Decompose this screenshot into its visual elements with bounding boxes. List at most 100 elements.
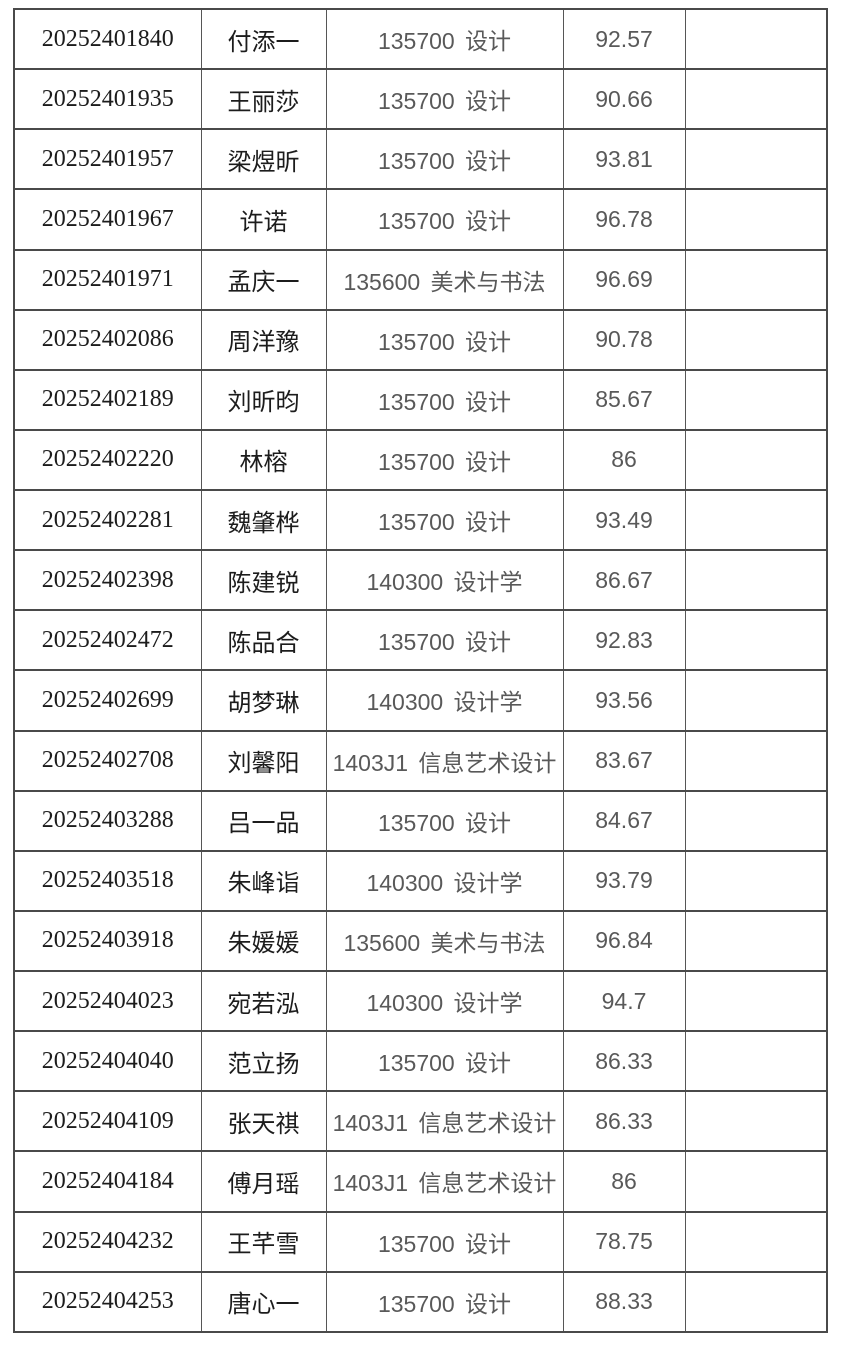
program-name: 设计 [465, 629, 512, 656]
table-row: 20252402398 陈建锐 140300 设计学 86.67 [13, 549, 828, 612]
score-cell: 92.57 [562, 7, 686, 71]
program-code: 135700 [377, 148, 455, 175]
table-row: 20252401967 许诺 135700 设计 96.78 [13, 188, 828, 251]
score-cell: 86.67 [562, 549, 686, 612]
program-code: 140300 [366, 689, 444, 716]
program-cell: 140300 设计学 [325, 669, 564, 732]
program-cell: 140300 设计学 [325, 969, 564, 1033]
candidate-name-cell: 孟庆一 [200, 248, 327, 311]
candidate-id-cell: 20252401971 [13, 248, 202, 311]
candidate-id-cell: 20252403518 [13, 849, 202, 912]
score-cell: 96.84 [562, 909, 686, 973]
score-cell: 92.83 [562, 609, 686, 672]
program-code: 135700 [377, 88, 455, 115]
program-cell: 1403J1 信息艺术设计 [325, 729, 564, 792]
candidate-id-cell: 20252401840 [13, 7, 202, 71]
table-row: 20252401935 王丽莎 135700 设计 90.66 [13, 68, 828, 131]
program-cell: 135700 设计 [325, 1210, 564, 1273]
table-row: 20252404253 唐心一 135700 设计 88.33 [13, 1270, 828, 1334]
remark-cell [684, 1030, 828, 1093]
candidate-id-cell: 20252401935 [13, 68, 202, 131]
table-row: 20252404040 范立扬 135700 设计 86.33 [13, 1030, 828, 1093]
candidate-name-cell: 陈品合 [200, 609, 327, 672]
program-name: 美术与书法 [430, 929, 546, 956]
program-cell: 1403J1 信息艺术设计 [325, 1150, 564, 1213]
score-cell: 96.78 [562, 188, 686, 251]
program-name: 设计 [465, 388, 512, 415]
program-name: 设计学 [453, 569, 523, 596]
table-row: 20252403918 朱媛媛 135600 美术与书法 96.84 [13, 909, 828, 973]
candidate-id-cell: 20252402398 [13, 549, 202, 612]
score-cell: 84.67 [562, 789, 686, 852]
table-row: 20252402708 刘馨阳 1403J1 信息艺术设计 83.67 [13, 729, 828, 792]
remark-cell [684, 368, 828, 431]
remark-cell [684, 1150, 828, 1213]
candidate-name-cell: 陈建锐 [200, 549, 327, 612]
program-code: 135700 [377, 1290, 455, 1317]
remark-cell [684, 308, 828, 371]
candidate-id-cell: 20252402708 [13, 729, 202, 792]
program-cell: 140300 设计学 [325, 549, 564, 612]
remark-cell [684, 789, 828, 852]
table-row: 20252404109 张天祺 1403J1 信息艺术设计 86.33 [13, 1090, 828, 1153]
table-row: 20252401971 孟庆一 135600 美术与书法 96.69 [13, 248, 828, 311]
candidate-id-cell: 20252403918 [13, 909, 202, 973]
candidate-id-cell: 20252402086 [13, 308, 202, 371]
candidate-id-cell: 20252404253 [13, 1270, 202, 1334]
program-cell: 135700 设计 [325, 188, 564, 251]
score-cell: 90.78 [562, 308, 686, 371]
candidate-id-cell: 20252402472 [13, 609, 202, 672]
program-code: 135600 [343, 929, 421, 956]
program-code: 135700 [377, 28, 455, 55]
candidate-name-cell: 王丽莎 [200, 68, 327, 131]
program-name: 信息艺术设计 [418, 749, 557, 776]
program-code: 135700 [377, 208, 455, 235]
program-cell: 135700 设计 [325, 488, 564, 552]
score-cell: 93.81 [562, 128, 686, 191]
program-cell: 135700 设计 [325, 7, 564, 71]
program-name: 设计 [465, 448, 512, 475]
candidate-id-cell: 20252404184 [13, 1150, 202, 1213]
program-cell: 135600 美术与书法 [325, 909, 564, 973]
remark-cell [684, 969, 828, 1033]
remark-cell [684, 248, 828, 311]
program-name: 设计学 [453, 990, 523, 1017]
program-name: 设计 [465, 328, 512, 355]
program-name: 设计 [465, 809, 512, 836]
candidate-name-cell: 唐心一 [200, 1270, 327, 1334]
program-code: 1403J1 [332, 1110, 409, 1137]
program-code: 135700 [377, 809, 455, 836]
program-cell: 135700 设计 [325, 368, 564, 431]
table-row: 20252401957 梁煜昕 135700 设计 93.81 [13, 128, 828, 191]
score-table: 20252401840 付添一 135700 设计 92.57 202524019… [13, 7, 828, 1334]
program-name: 设计学 [453, 689, 523, 716]
remark-cell [684, 909, 828, 973]
remark-cell [684, 68, 828, 131]
candidate-name-cell: 傅月瑶 [200, 1150, 327, 1213]
table-row: 20252402086 周洋豫 135700 设计 90.78 [13, 308, 828, 371]
program-name: 设计 [465, 208, 512, 235]
program-cell: 135700 设计 [325, 68, 564, 131]
program-code: 1403J1 [332, 749, 409, 776]
program-code: 140300 [366, 569, 444, 596]
program-code: 135600 [343, 268, 421, 295]
program-code: 135700 [377, 629, 455, 656]
candidate-name-cell: 朱峰诣 [200, 849, 327, 912]
candidate-name-cell: 魏肇桦 [200, 488, 327, 552]
candidate-id-cell: 20252401957 [13, 128, 202, 191]
candidate-name-cell: 张天祺 [200, 1090, 327, 1153]
score-cell: 85.67 [562, 368, 686, 431]
program-cell: 1403J1 信息艺术设计 [325, 1090, 564, 1153]
program-name: 设计 [465, 1230, 512, 1257]
remark-cell [684, 188, 828, 251]
candidate-id-cell: 20252404232 [13, 1210, 202, 1273]
candidate-id-cell: 20252404040 [13, 1030, 202, 1093]
score-cell: 86 [562, 428, 686, 492]
remark-cell [684, 7, 828, 71]
program-cell: 135700 设计 [325, 428, 564, 492]
program-code: 140300 [366, 869, 444, 896]
candidate-name-cell: 周洋豫 [200, 308, 327, 371]
program-cell: 135700 设计 [325, 1030, 564, 1093]
program-cell: 135700 设计 [325, 609, 564, 672]
